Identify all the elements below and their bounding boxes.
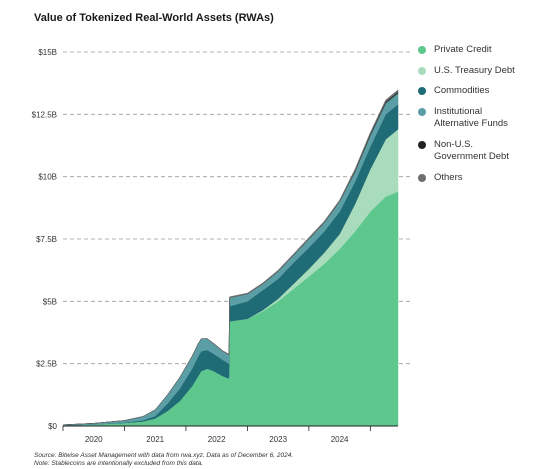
legend-item-us-treasury-debt: U.S. Treasury Debt: [418, 65, 548, 78]
x-tick-label: 2021: [146, 435, 164, 444]
y-tick-label: $0: [48, 422, 57, 431]
legend-label: Others: [434, 171, 463, 183]
legend-label: Non-U.S.: [434, 138, 474, 150]
y-tick-label: $15B: [38, 48, 57, 57]
legend-item-others: Others: [418, 172, 548, 185]
source-note: Source: Bitwise Asset Management with da…: [34, 452, 294, 459]
y-tick-label: $7.5B: [36, 235, 57, 244]
legend-label: U.S. Treasury Debt: [434, 64, 515, 76]
legend-dot-non-us-government-debt: [418, 140, 426, 149]
y-tick-label: $10B: [38, 173, 57, 182]
y-tick-label: $12.5B: [32, 110, 57, 119]
y-tick-label: $5B: [43, 297, 57, 306]
x-tick-label: 2020: [85, 435, 103, 444]
legend-label: Government Debt: [434, 151, 509, 162]
legend-label: Institutional: [434, 105, 483, 117]
chart-notes: Source: Bitwise Asset Management with da…: [34, 452, 293, 468]
legend-dot-others: [418, 173, 426, 182]
legend-item-non-us-government-debt: Non-U.S. Government Debt: [418, 139, 548, 164]
legend-dot-commodities: [418, 87, 426, 95]
legend-dot-institutional-alternative-funds: [418, 107, 426, 116]
axis-layer: $0 $2.5B $5B $7.5B $10B $12.5B $15B 2020 2021 202…: [32, 48, 398, 444]
legend-label: Commodities: [434, 85, 490, 96]
legend: Private Credit U.S. Treasury Debt Commod…: [418, 44, 548, 184]
area-others: [62, 89, 399, 426]
legend-item-institutional-alternative-funds: Institutional Alternative Funds: [418, 106, 548, 131]
legend-label: Private Credit: [434, 44, 492, 55]
area-layer: [62, 89, 399, 427]
legend-item-private-credit: Private Credit: [418, 44, 548, 57]
x-tick-label: 2023: [269, 435, 287, 444]
y-tick-label: $2.5B: [36, 360, 57, 369]
x-tick-label: 2022: [208, 435, 226, 444]
legend-label: Alternative Funds: [434, 118, 508, 129]
legend-dot-private-credit: [418, 46, 426, 54]
legend-item-commodities: Commodities: [418, 85, 548, 98]
legend-dot-us-treasury-debt: [418, 66, 426, 75]
footnote: Note: Stablecoins are intentionally excl…: [34, 460, 204, 467]
x-tick-label: 2024: [331, 435, 349, 444]
chart-title: Value of Tokenized Real-World Assets (RW…: [34, 12, 274, 24]
